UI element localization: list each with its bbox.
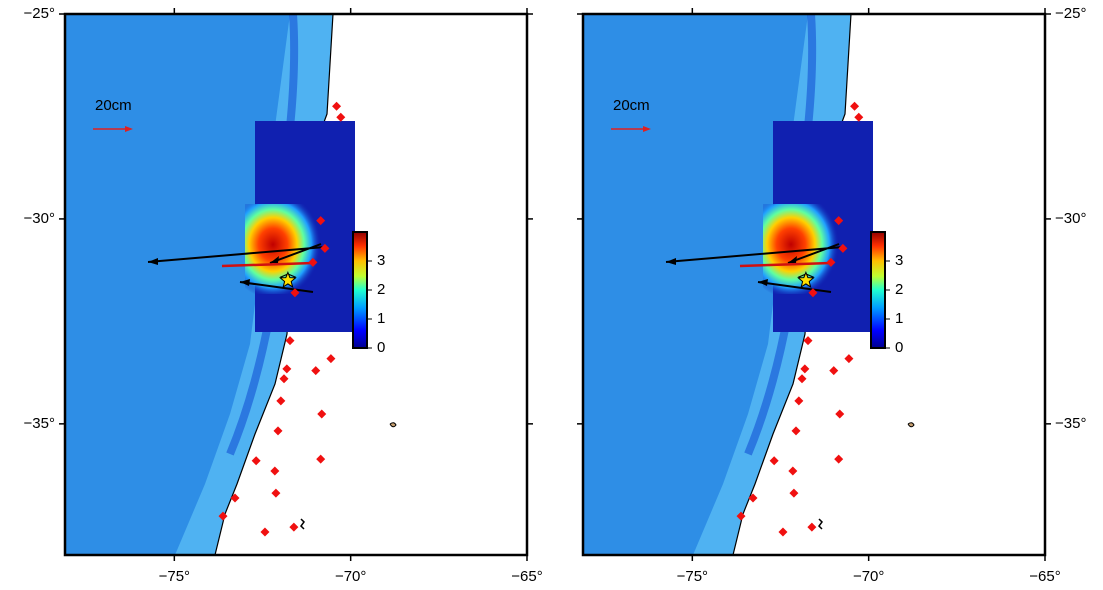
colorbar-label: 3: [895, 252, 903, 269]
colorbar-label: 0: [377, 339, 385, 356]
epicenter: [279, 271, 297, 289]
station: [769, 456, 779, 466]
station: [748, 493, 758, 503]
station: [332, 101, 342, 111]
station: [854, 112, 864, 122]
station: [218, 511, 228, 521]
station: [289, 522, 299, 532]
scale-label: 20cm: [95, 97, 132, 114]
station: [838, 243, 848, 253]
y-tick-label: −35°: [1055, 415, 1086, 432]
x-tick-label: −65°: [1029, 568, 1060, 585]
station: [834, 454, 844, 464]
station: [317, 409, 327, 419]
station: [251, 456, 261, 466]
station: [789, 488, 799, 498]
map-frame: [581, 12, 1047, 557]
colorbar-label: 0: [895, 339, 903, 356]
map-background: [65, 14, 527, 555]
colorbar-label: 2: [895, 281, 903, 298]
x-tick-label: −70°: [853, 568, 884, 585]
y-tick-label: −25°: [1055, 5, 1086, 22]
station: [808, 288, 818, 298]
station: [807, 522, 817, 532]
x-tick-label: −70°: [335, 568, 366, 585]
station: [829, 366, 839, 376]
station: [835, 409, 845, 419]
station: [273, 426, 283, 436]
x-tick-label: −65°: [511, 568, 542, 585]
station: [736, 511, 746, 521]
colorbar-label: 1: [377, 310, 385, 327]
x-tick-label: −75°: [159, 568, 190, 585]
station: [336, 112, 346, 122]
station: [230, 493, 240, 503]
station: [285, 336, 295, 346]
station: [320, 243, 330, 253]
station: [794, 396, 804, 406]
station: [844, 354, 854, 364]
map-panel: 20cm 0 1 2 3 −75° −70° −65° −25° −30° −35°: [24, 5, 543, 585]
epicenter: [797, 271, 815, 289]
station: [316, 216, 326, 226]
station: [803, 336, 813, 346]
map-frame: [63, 12, 529, 557]
station: [326, 354, 336, 364]
station: [778, 527, 788, 537]
map-panel: 20cm 0 1 2 3 −75° −70° −65° −25° −30° −35°: [577, 5, 1086, 585]
colorbar: [352, 231, 368, 349]
station: [791, 426, 801, 436]
colorbar-label: 1: [895, 310, 903, 327]
station: [316, 454, 326, 464]
x-tick-label: −75°: [677, 568, 708, 585]
y-tick-label: −30°: [1055, 210, 1086, 227]
station: [276, 396, 286, 406]
station: [826, 257, 836, 267]
station: [260, 527, 270, 537]
y-tick-label: −35°: [24, 415, 55, 432]
colorbar: [870, 231, 886, 349]
station: [850, 101, 860, 111]
colorbar-label: 3: [377, 252, 385, 269]
scale-label: 20cm: [613, 97, 650, 114]
station: [308, 257, 318, 267]
colorbar-label: 2: [377, 281, 385, 298]
station: [279, 374, 289, 384]
station: [834, 216, 844, 226]
station: [800, 364, 810, 374]
station: [788, 466, 798, 476]
station: [271, 488, 281, 498]
station: [797, 374, 807, 384]
station: [311, 366, 321, 376]
station: [290, 288, 300, 298]
y-tick-label: −30°: [24, 210, 55, 227]
station: [270, 466, 280, 476]
y-tick-label: −25°: [24, 5, 55, 22]
station: [282, 364, 292, 374]
map-background: [583, 14, 1045, 555]
